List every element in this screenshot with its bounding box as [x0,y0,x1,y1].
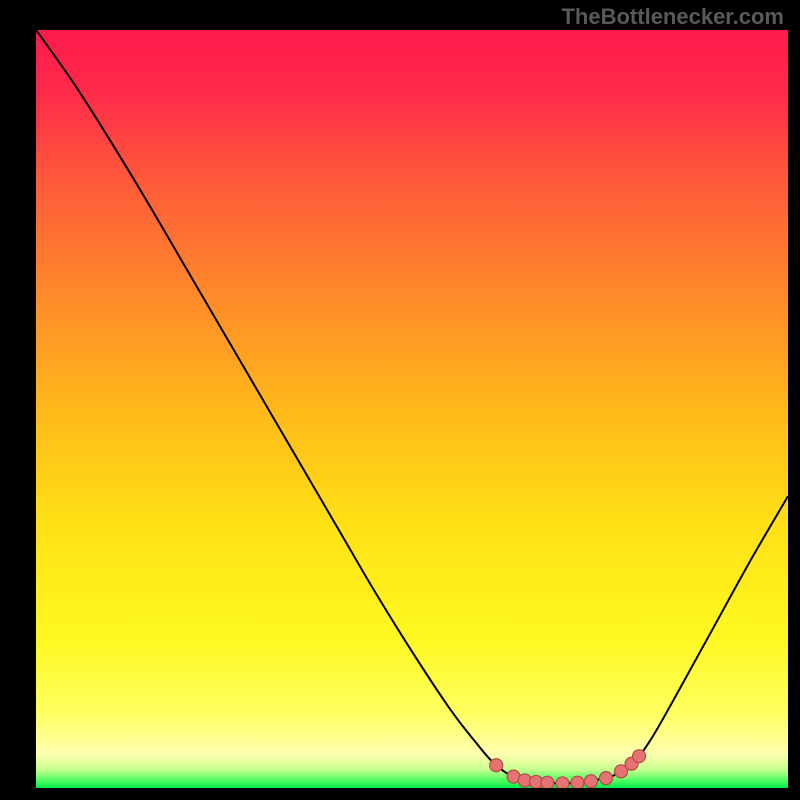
marker-point [556,777,569,788]
marker-point [490,759,503,772]
marker-point [584,775,597,788]
bottleneck-curve [36,30,788,783]
marker-point [600,772,613,785]
marker-group [490,750,646,788]
marker-point [571,776,584,788]
chart-container: TheBottlenecker.com [0,0,800,800]
curve-layer [36,30,788,788]
plot-area [36,30,788,788]
watermark-text: TheBottlenecker.com [561,4,784,30]
marker-point [633,750,646,763]
marker-point [541,776,554,788]
